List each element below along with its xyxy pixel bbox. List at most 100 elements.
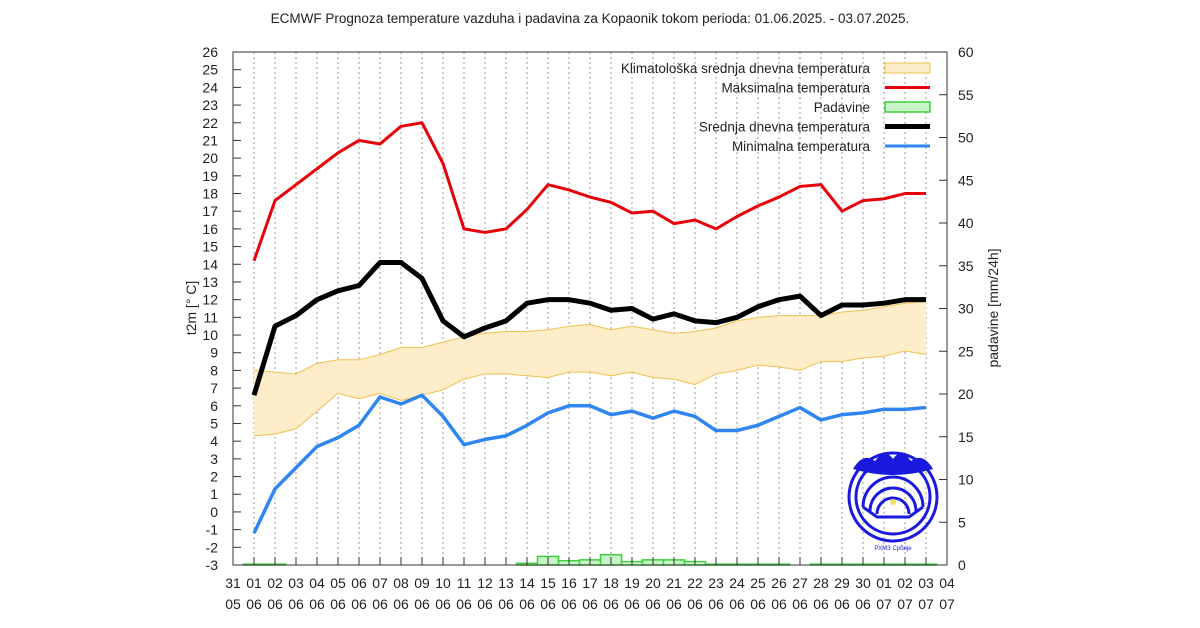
x-tick-label-month: 06: [792, 596, 808, 612]
y-tick-label: 3: [210, 451, 218, 467]
x-tick-label-day: 07: [372, 575, 388, 591]
x-tick-label-month: 06: [834, 596, 850, 612]
legend-swatch: [884, 62, 931, 74]
series-lines: [251, 121, 927, 534]
legend-label: Klimatološka srednja dnevna temperatura: [621, 61, 871, 76]
y2-tick-label: 30: [958, 301, 974, 317]
y-tick-label: -1: [206, 522, 219, 538]
x-tick-label-month: 06: [414, 596, 430, 612]
x-tick-label-day: 27: [792, 575, 808, 591]
x-tick-label-month: 07: [897, 596, 913, 612]
x-tick-label-month: 06: [645, 596, 661, 612]
x-tick-label-day: 26: [771, 575, 787, 591]
x-tick-label-month: 06: [393, 596, 409, 612]
legend: Klimatološka srednja dnevna temperatura M…: [621, 61, 931, 154]
y-tick-label: 23: [202, 97, 218, 113]
x-tick-label-day: 30: [855, 575, 871, 591]
y2-tick-label: 60: [958, 44, 974, 60]
x-tick-label-day: 16: [561, 575, 577, 591]
y2-tick-label: 10: [958, 472, 974, 488]
x-tick-label-month: 05: [225, 596, 241, 612]
x-tick-label-month: 06: [687, 596, 703, 612]
logo-text: РХМЗ Србије: [874, 546, 912, 552]
y-tick-label: -2: [206, 539, 219, 555]
y2-tick-label: 40: [958, 215, 974, 231]
y2-tick-label: 50: [958, 130, 974, 146]
y-axis-label: t2m [° C]: [183, 281, 199, 336]
x-tick-label-month: 06: [666, 596, 682, 612]
legend-label: Maksimalna temperatura: [721, 81, 870, 96]
y-tick-label: 9: [210, 345, 218, 361]
y2-tick-label: 20: [958, 386, 974, 402]
legend-label: Minimalna temperatura: [732, 139, 871, 154]
x-tick-label-day: 19: [624, 575, 640, 591]
x-tick-label-month: 06: [540, 596, 556, 612]
x-tick-label-month: 06: [750, 596, 766, 612]
y-tick-label: 1: [210, 486, 218, 502]
x-tick-label-day: 23: [708, 575, 724, 591]
y-tick-label: 17: [202, 203, 218, 219]
y2-tick-label: 0: [958, 557, 966, 573]
climatology-upper-edge: [253, 300, 927, 375]
legend-label: Padavine: [814, 100, 870, 115]
y2-tick-label: 5: [958, 514, 966, 530]
y2-tick-label: 35: [958, 258, 974, 274]
y-tick-label: 21: [202, 132, 218, 148]
x-tick-label-day: 17: [582, 575, 598, 591]
x-tick-label-month: 07: [939, 596, 955, 612]
x-tick-label-day: 28: [813, 575, 829, 591]
x-tick-label-month: 06: [603, 596, 619, 612]
y-tick-label: 26: [202, 44, 218, 60]
x-tick-label-day: 18: [603, 575, 619, 591]
chart-title: ECMWF Prognoza temperature vazduha i pad…: [271, 11, 910, 26]
x-tick-label-day: 01: [876, 575, 892, 591]
x-tick-label-day: 15: [540, 575, 556, 591]
y2-tick-label: 25: [958, 343, 974, 359]
x-tick-label-day: 04: [939, 575, 955, 591]
x-tick-label-month: 06: [372, 596, 388, 612]
x-tick-label-month: 06: [288, 596, 304, 612]
x-tick-label-day: 21: [666, 575, 682, 591]
axes: -3-2-10123456789101112131415161718192021…: [202, 44, 973, 612]
y-tick-label: 10: [202, 327, 218, 343]
y2-axis-label: padavine [mm/24h]: [985, 248, 1001, 367]
y-tick-label: 25: [202, 62, 218, 78]
x-tick-label-day: 06: [351, 575, 367, 591]
srednja-dnevna-temperatura-line: [251, 260, 926, 396]
y-tick-label: 13: [202, 274, 218, 290]
y-tick-label: 14: [202, 256, 218, 272]
x-tick-label-month: 07: [876, 596, 892, 612]
y-tick-label: 12: [202, 292, 218, 308]
climatology-band-area: [254, 301, 926, 436]
y-tick-label: 7: [210, 380, 218, 396]
legend-label: Srednja dnevna temperatura: [699, 120, 871, 135]
x-tick-label-day: 02: [897, 575, 913, 591]
x-tick-label-day: 05: [330, 575, 346, 591]
x-tick-label-day: 01: [246, 575, 262, 591]
legend-swatch: [884, 101, 931, 113]
x-tick-label-day: 03: [918, 575, 934, 591]
x-tick-label-month: 06: [246, 596, 262, 612]
y-tick-label: 6: [210, 398, 218, 414]
x-tick-label-month: 06: [708, 596, 724, 612]
y-tick-label: 0: [210, 504, 218, 520]
y-tick-label: 2: [210, 469, 218, 485]
x-tick-label-month: 06: [561, 596, 577, 612]
y2-tick-label: 45: [958, 172, 974, 188]
y-tick-label: 15: [202, 239, 218, 255]
climatology-lower-edge: [253, 350, 927, 437]
rhmz-logo: РХМЗ Србије: [847, 451, 939, 552]
x-tick-label-day: 02: [267, 575, 283, 591]
x-tick-label-day: 24: [729, 575, 745, 591]
x-tick-label-month: 06: [477, 596, 493, 612]
x-tick-label-month: 06: [729, 596, 745, 612]
x-tick-label-day: 25: [750, 575, 766, 591]
climatology-band: [253, 300, 927, 437]
y-tick-label: -3: [206, 557, 219, 573]
x-tick-label-day: 08: [393, 575, 409, 591]
x-tick-label-day: 03: [288, 575, 304, 591]
x-tick-label-day: 22: [687, 575, 703, 591]
y-tick-label: 20: [202, 150, 218, 166]
x-tick-label-month: 06: [267, 596, 283, 612]
